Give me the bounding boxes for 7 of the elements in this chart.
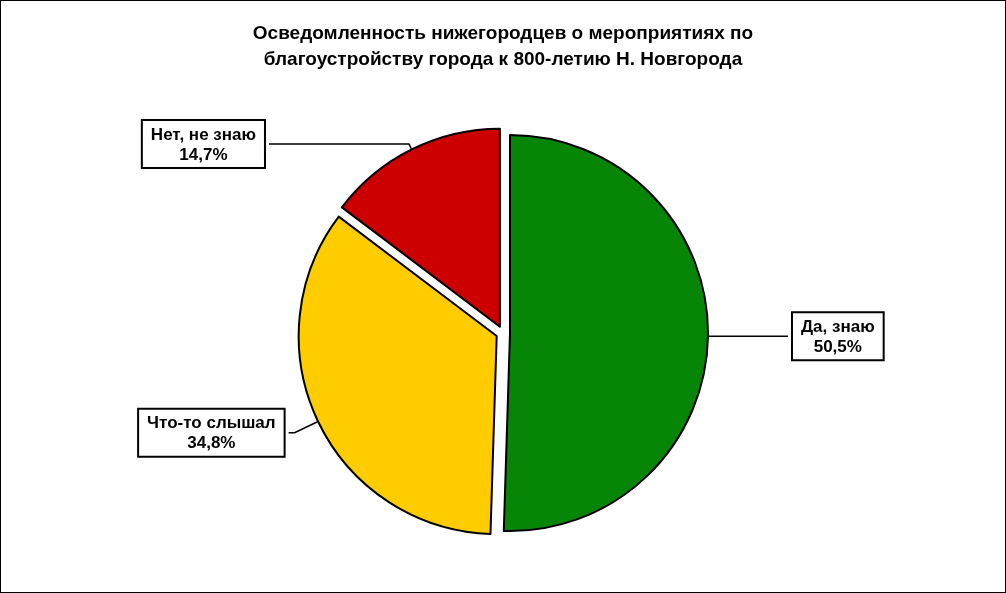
data-label: 34,8% bbox=[187, 433, 236, 453]
chart-title: Осведомленность нижегородцев о мероприятиях по благоустройству города к 800-летию Н. Новгорода bbox=[252, 21, 754, 69]
data-label: 14,7% bbox=[179, 144, 228, 164]
slice-label: Что-то слышал bbox=[147, 413, 276, 433]
data-label: 50,5% bbox=[813, 336, 862, 356]
slice-label: Да, знаю bbox=[800, 316, 875, 336]
slice-label: Нет, не знаю bbox=[150, 124, 256, 144]
